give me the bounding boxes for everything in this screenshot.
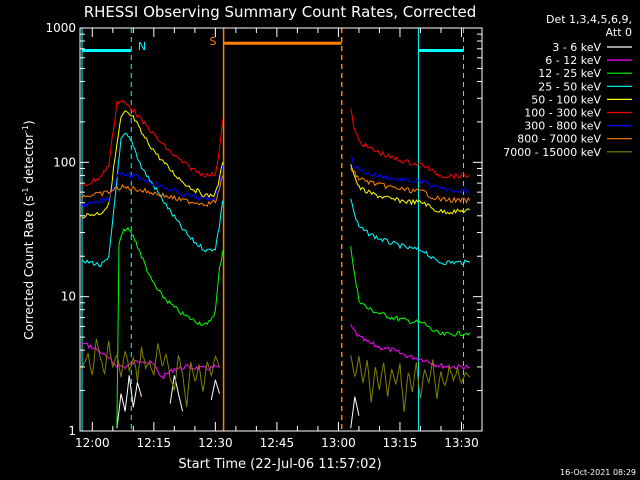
series-7000-15000-kev [81,338,471,412]
series-50-100-kev [81,110,471,219]
y-tick-label: 10 [61,290,76,304]
series-segment-0-1 [169,375,184,412]
x-tick-label: 12:30 [198,436,233,450]
series-segment-0-3 [350,396,360,429]
series-segment-4-0 [81,110,224,219]
series-segment-8-0 [81,338,220,408]
series-segment-8-1 [350,355,471,412]
plot-area: 1 10 100 1000 12:00 12:15 12:30 12:45 13:00 13:1… [45,21,483,450]
series-segment-3-0 [81,132,224,268]
legend-label: 300 - 800 keV [524,120,601,133]
x-tick-label: 12:15 [137,436,172,450]
series-segment-6-1 [350,156,470,194]
y-tick-label: 1 [68,424,76,438]
x-axis: 12:00 12:15 12:30 12:45 13:00 13:15 13:30 [75,28,483,450]
x-tick-label: 12:45 [260,436,295,450]
legend-label: 50 - 100 keV [531,93,601,106]
series-25-50-kev [81,132,470,268]
series-segment-5-1 [350,108,470,180]
legend-label: 25 - 50 keV [538,80,601,93]
flag-bars [82,41,464,52]
series-segment-6-0 [81,165,224,209]
y-axis-label: Corrected Count Rate (s-1 detector-1) [21,120,36,339]
x-tick-label: 13:00 [321,436,356,450]
flag-label-n: N [138,40,146,53]
y-axis: 1 10 100 1000 [45,21,482,438]
x-tick-label: 13:15 [383,436,418,450]
series-segment-4-1 [350,163,471,215]
x-tick-label: 13:30 [444,436,479,450]
footer-date: 16-Oct-2021 08:29 [560,468,636,477]
series-segment-7-0 [81,175,224,208]
legend-label: 100 - 300 keV [524,107,601,120]
series-300-800-kev [81,156,470,209]
legend-detectors-line2: Att 0 [606,26,632,39]
series-segment-3-1 [350,198,470,266]
series-12-25-kev [116,226,471,427]
x-tick-label: 12:00 [75,436,110,450]
flag-label-s: S [210,35,217,48]
series-segment-1-0 [81,342,220,380]
chart-title: RHESSI Observing Summary Count Rates, Co… [84,3,477,21]
series-segment-7-1 [350,167,471,204]
y-tick-label: 100 [53,155,76,169]
series-lines [81,100,471,429]
legend-label: 12 - 25 keV [538,67,601,80]
y-tick-label: 1000 [45,21,76,35]
plot-frame [79,27,483,432]
x-axis-label: Start Time (22-Jul-06 11:57:02) [178,457,381,472]
series-800-7000-kev [81,167,471,208]
legend-label: 3 - 6 keV [552,41,601,54]
legend-label: 800 - 7000 keV [517,133,601,146]
marker-lines [81,28,465,431]
series-segment-2-1 [350,246,471,337]
series-segment-0-2 [210,379,220,401]
legend-detectors-line1: Det 1,3,4,5,6,9, [546,13,632,26]
series-segment-5-0 [82,100,224,187]
legend-label: 7000 - 15000 keV [503,146,601,159]
series-100-300-kev [82,100,470,187]
legend-label: 6 - 12 keV [545,54,601,67]
series-segment-2-0 [116,226,224,427]
